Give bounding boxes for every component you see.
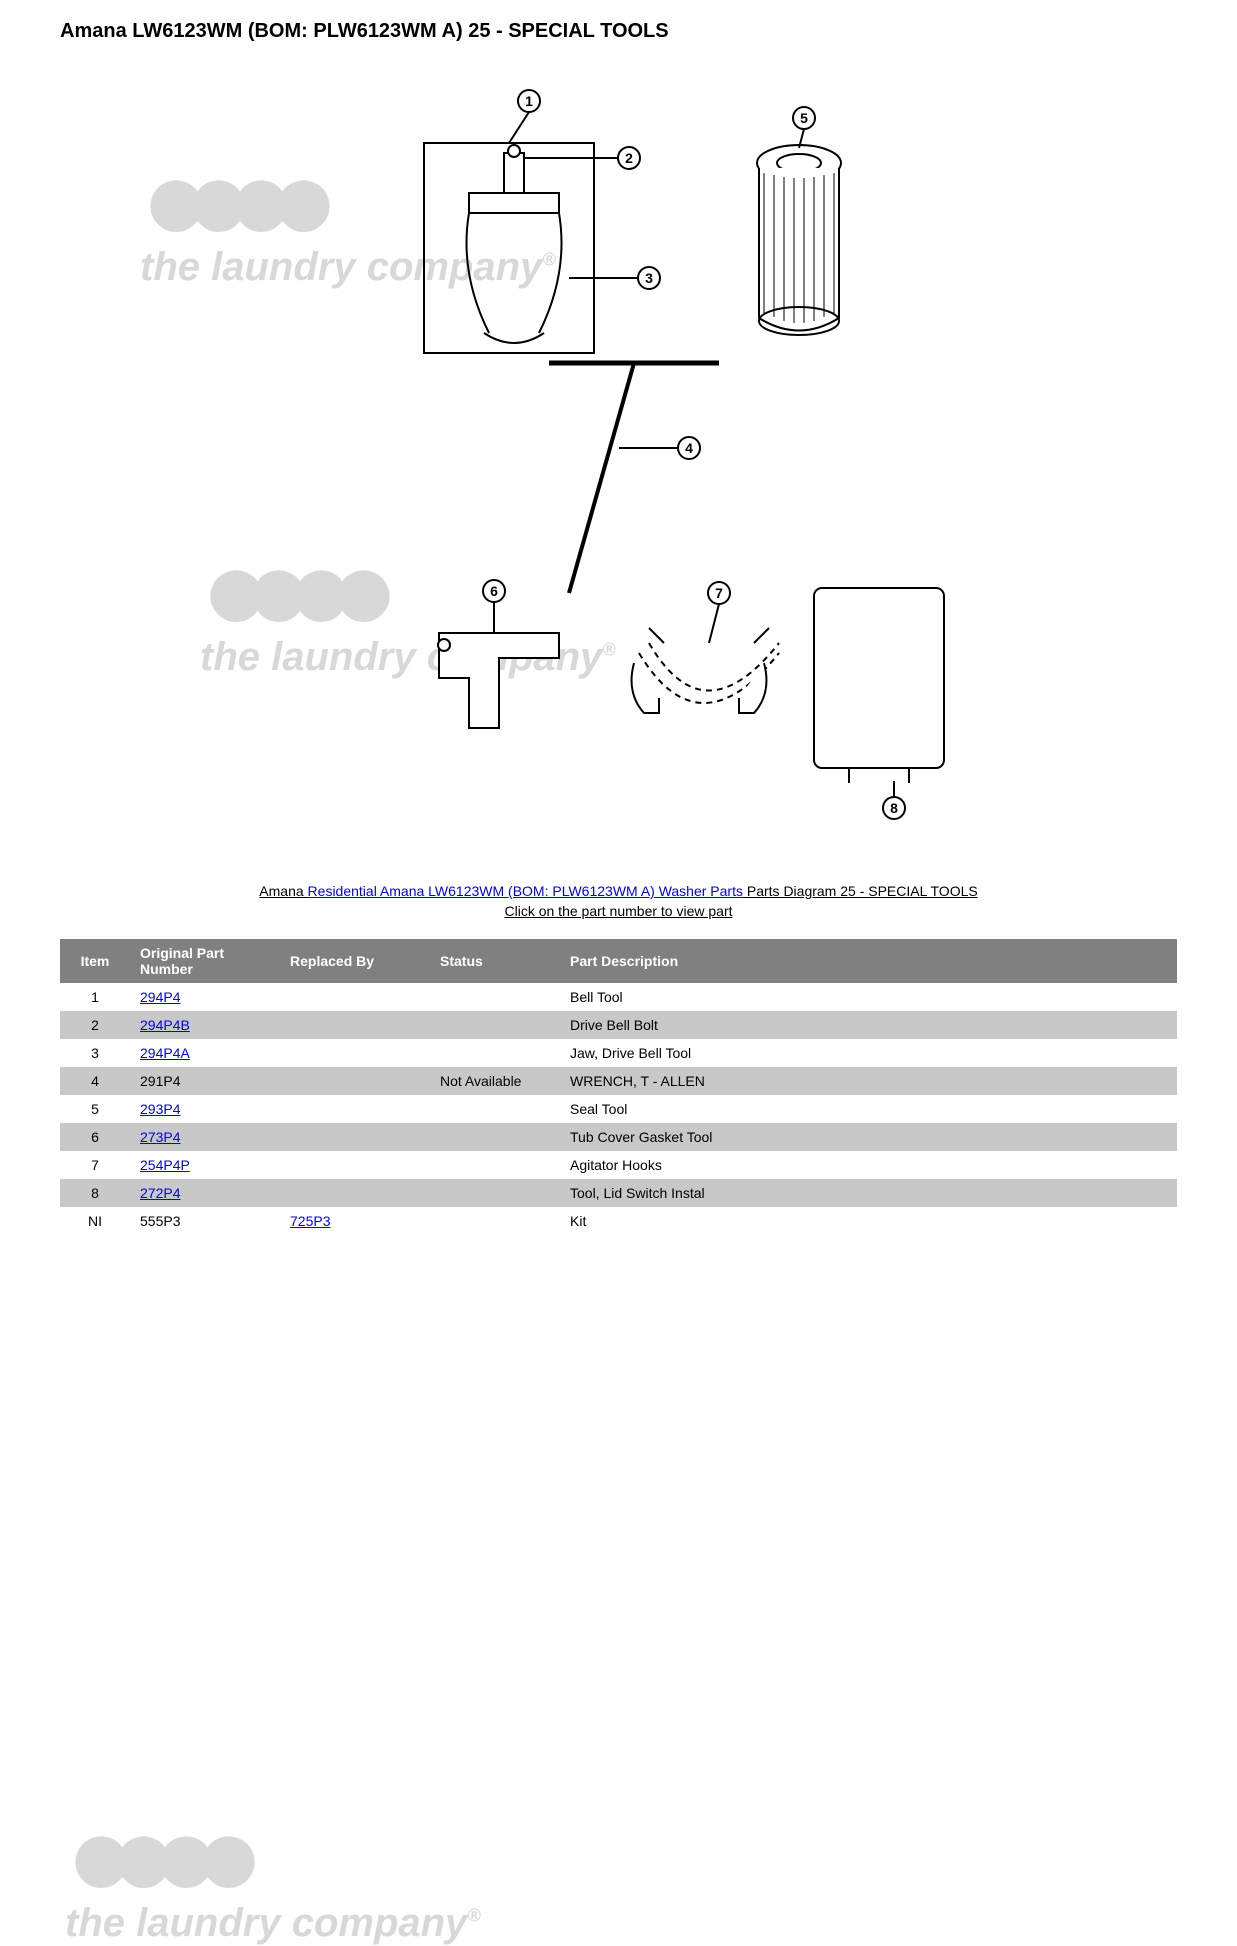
table-row: 5 293P4 Seal Tool	[60, 1095, 1177, 1123]
table-row: 1 294P4 Bell Tool	[60, 983, 1177, 1011]
cell-description: Kit	[560, 1207, 1177, 1235]
callout-7: 7	[715, 585, 723, 601]
cell-status	[430, 1207, 560, 1235]
cell-status	[430, 1095, 560, 1123]
cell-replaced-by	[280, 1123, 430, 1151]
cell-description: Jaw, Drive Bell Tool	[560, 1039, 1177, 1067]
col-status: Status	[430, 939, 560, 983]
cell-status	[430, 1151, 560, 1179]
col-description: Part Description	[560, 939, 1177, 983]
cell-item: 8	[60, 1179, 130, 1207]
parts-table: Item Original Part Number Replaced By St…	[60, 939, 1177, 1235]
part-number-link[interactable]: 254P4P	[140, 1157, 190, 1173]
part-number-link[interactable]: 294P4B	[140, 1017, 190, 1033]
cell-status	[430, 1123, 560, 1151]
col-replaced-by: Replaced By	[280, 939, 430, 983]
table-row: 6 273P4 Tub Cover Gasket Tool	[60, 1123, 1177, 1151]
col-original-part: Original Part Number	[130, 939, 280, 983]
cell-replaced-by	[280, 983, 430, 1011]
table-row: NI555P3 725P3 Kit	[60, 1207, 1177, 1235]
part-number-link[interactable]: 272P4	[140, 1185, 180, 1201]
table-row: 4291P4 Not AvailableWRENCH, T - ALLEN	[60, 1067, 1177, 1095]
part-number-link[interactable]: 294P4A	[140, 1045, 190, 1061]
table-row: 2 294P4B Drive Bell Bolt	[60, 1011, 1177, 1039]
cell-part-number: 291P4	[130, 1067, 280, 1095]
callout-6: 6	[490, 583, 498, 599]
callout-4: 4	[685, 440, 693, 456]
cell-item: 2	[60, 1011, 130, 1039]
cell-replaced-by	[280, 1179, 430, 1207]
table-header-row: Item Original Part Number Replaced By St…	[60, 939, 1177, 983]
cell-status	[430, 983, 560, 1011]
cell-part-number: 254P4P	[130, 1151, 280, 1179]
cell-status	[430, 1011, 560, 1039]
table-row: 7 254P4P Agitator Hooks	[60, 1151, 1177, 1179]
callout-8: 8	[890, 800, 898, 816]
part-number-link[interactable]: 273P4	[140, 1129, 180, 1145]
table-row: 8 272P4 Tool, Lid Switch Instal	[60, 1179, 1177, 1207]
cell-item: 3	[60, 1039, 130, 1067]
cell-description: Bell Tool	[560, 983, 1177, 1011]
cell-status: Not Available	[430, 1067, 560, 1095]
cell-part-number: 272P4	[130, 1179, 280, 1207]
cell-item: 5	[60, 1095, 130, 1123]
callout-3: 3	[645, 270, 653, 286]
callout-1: 1	[525, 93, 533, 109]
cell-part-number: 294P4B	[130, 1011, 280, 1039]
cell-replaced-by	[280, 1039, 430, 1067]
cell-item: 4	[60, 1067, 130, 1095]
cell-status	[430, 1179, 560, 1207]
callout-5: 5	[800, 110, 808, 126]
cell-replaced-by	[280, 1011, 430, 1039]
part-number-link[interactable]: 294P4	[140, 989, 180, 1005]
cell-part-number: 293P4	[130, 1095, 280, 1123]
table-row: 3 294P4A Jaw, Drive Bell Tool	[60, 1039, 1177, 1067]
replaced-by-link[interactable]: 725P3	[290, 1213, 330, 1229]
watermark-3: ●●●● the laundry company®	[65, 1819, 481, 1946]
diagram-area: ●●●● the laundry company® ●●●● the laund…	[60, 63, 1177, 843]
parts-diagram: 1 2 3 4 5 6 7 8	[269, 63, 969, 843]
cell-part-number: 555P3	[130, 1207, 280, 1235]
cell-part-number: 294P4	[130, 983, 280, 1011]
cell-item: 6	[60, 1123, 130, 1151]
page-title: Amana LW6123WM (BOM: PLW6123WM A) 25 - S…	[60, 20, 1177, 43]
cell-replaced-by	[280, 1067, 430, 1095]
cell-description: Tub Cover Gasket Tool	[560, 1123, 1177, 1151]
cell-description: Agitator Hooks	[560, 1151, 1177, 1179]
diagram-caption: Amana Residential Amana LW6123WM (BOM: P…	[60, 883, 1177, 899]
part-number-link[interactable]: 293P4	[140, 1101, 180, 1117]
callout-2: 2	[625, 150, 633, 166]
cell-replaced-by: 725P3	[280, 1207, 430, 1235]
cell-item: NI	[60, 1207, 130, 1235]
cell-description: Drive Bell Bolt	[560, 1011, 1177, 1039]
cell-part-number: 294P4A	[130, 1039, 280, 1067]
cell-description: Tool, Lid Switch Instal	[560, 1179, 1177, 1207]
caption-instruction: Click on the part number to view part	[60, 903, 1177, 919]
cell-replaced-by	[280, 1095, 430, 1123]
cell-status	[430, 1039, 560, 1067]
col-item: Item	[60, 939, 130, 983]
cell-item: 7	[60, 1151, 130, 1179]
cell-item: 1	[60, 983, 130, 1011]
cell-description: Seal Tool	[560, 1095, 1177, 1123]
product-link[interactable]: Residential Amana LW6123WM (BOM: PLW6123…	[308, 883, 743, 899]
cell-description: WRENCH, T - ALLEN	[560, 1067, 1177, 1095]
cell-part-number: 273P4	[130, 1123, 280, 1151]
cell-replaced-by	[280, 1151, 430, 1179]
